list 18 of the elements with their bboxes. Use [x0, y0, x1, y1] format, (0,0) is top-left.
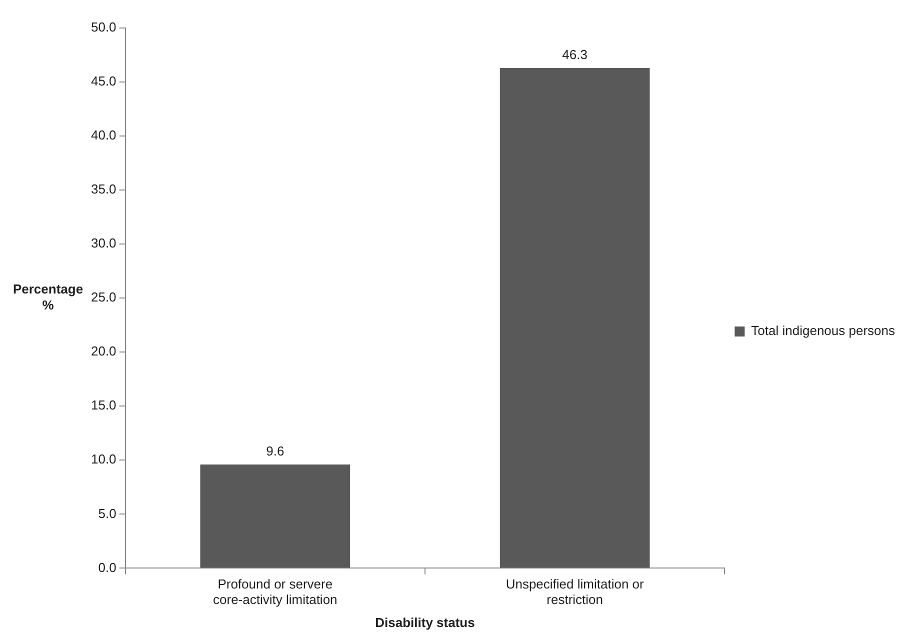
y-tick-label: 15.0	[90, 398, 116, 413]
y-tick-label: 25.0	[90, 290, 116, 305]
y-axis-title: Percentage %	[12, 282, 84, 313]
y-tick-label: 35.0	[90, 182, 116, 197]
x-tick-label: Unspecified limitation or restriction	[506, 576, 645, 608]
y-tick-label: 0.0	[98, 560, 116, 575]
x-axis-title: Disability status	[375, 614, 475, 630]
y-tick-label: 40.0	[90, 128, 116, 143]
y-tick-label: 50.0	[90, 20, 116, 35]
data-label: 9.6	[266, 444, 284, 459]
y-tick-label: 45.0	[90, 74, 116, 89]
y-tick-label: 20.0	[90, 344, 116, 359]
y-tick-label: 10.0	[90, 452, 116, 467]
data-label: 46.3	[562, 47, 588, 62]
y-tick-label: 5.0	[98, 506, 116, 521]
x-tick-label: Profound or servere core-activity limitation	[213, 576, 338, 608]
y-tick-label: 30.0	[90, 236, 116, 251]
legend-label: Total indigenous persons	[751, 323, 896, 338]
